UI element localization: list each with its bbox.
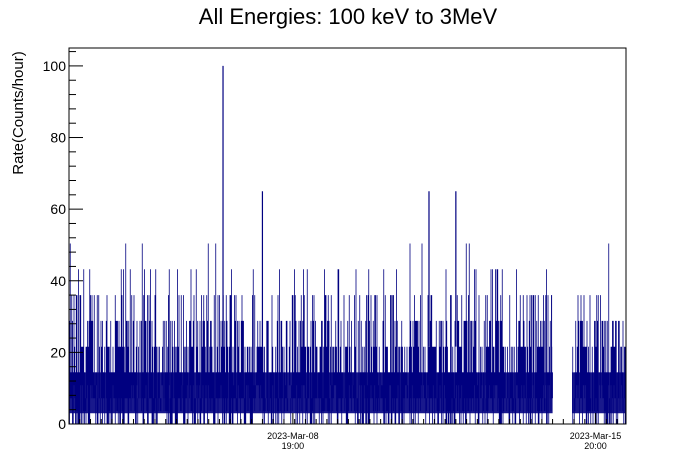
series-baseline-band bbox=[69, 372, 627, 414]
y-tick-label: 20 bbox=[50, 344, 66, 360]
y-tick-label: 100 bbox=[43, 58, 67, 74]
plot-frame bbox=[68, 47, 627, 425]
y-axis-label: Rate(Counts/hour) bbox=[10, 51, 27, 174]
x-tick-label-date: 2023-Mar-15 bbox=[570, 431, 622, 441]
y-axis: 0 20 40 60 80 100 bbox=[43, 51, 83, 432]
chart-title: All Energies: 100 keV to 3MeV bbox=[199, 4, 498, 29]
y-tick-label: 60 bbox=[50, 201, 66, 217]
y-tick-label: 0 bbox=[58, 416, 66, 432]
y-tick-label: 40 bbox=[50, 273, 66, 289]
x-tick-label-date: 2023-Mar-08 bbox=[267, 431, 319, 441]
data-series bbox=[69, 65, 627, 424]
x-tick-label-time: 20:00 bbox=[584, 441, 607, 451]
x-tick-label-time: 19:00 bbox=[282, 441, 305, 451]
y-tick-label: 80 bbox=[50, 130, 66, 146]
